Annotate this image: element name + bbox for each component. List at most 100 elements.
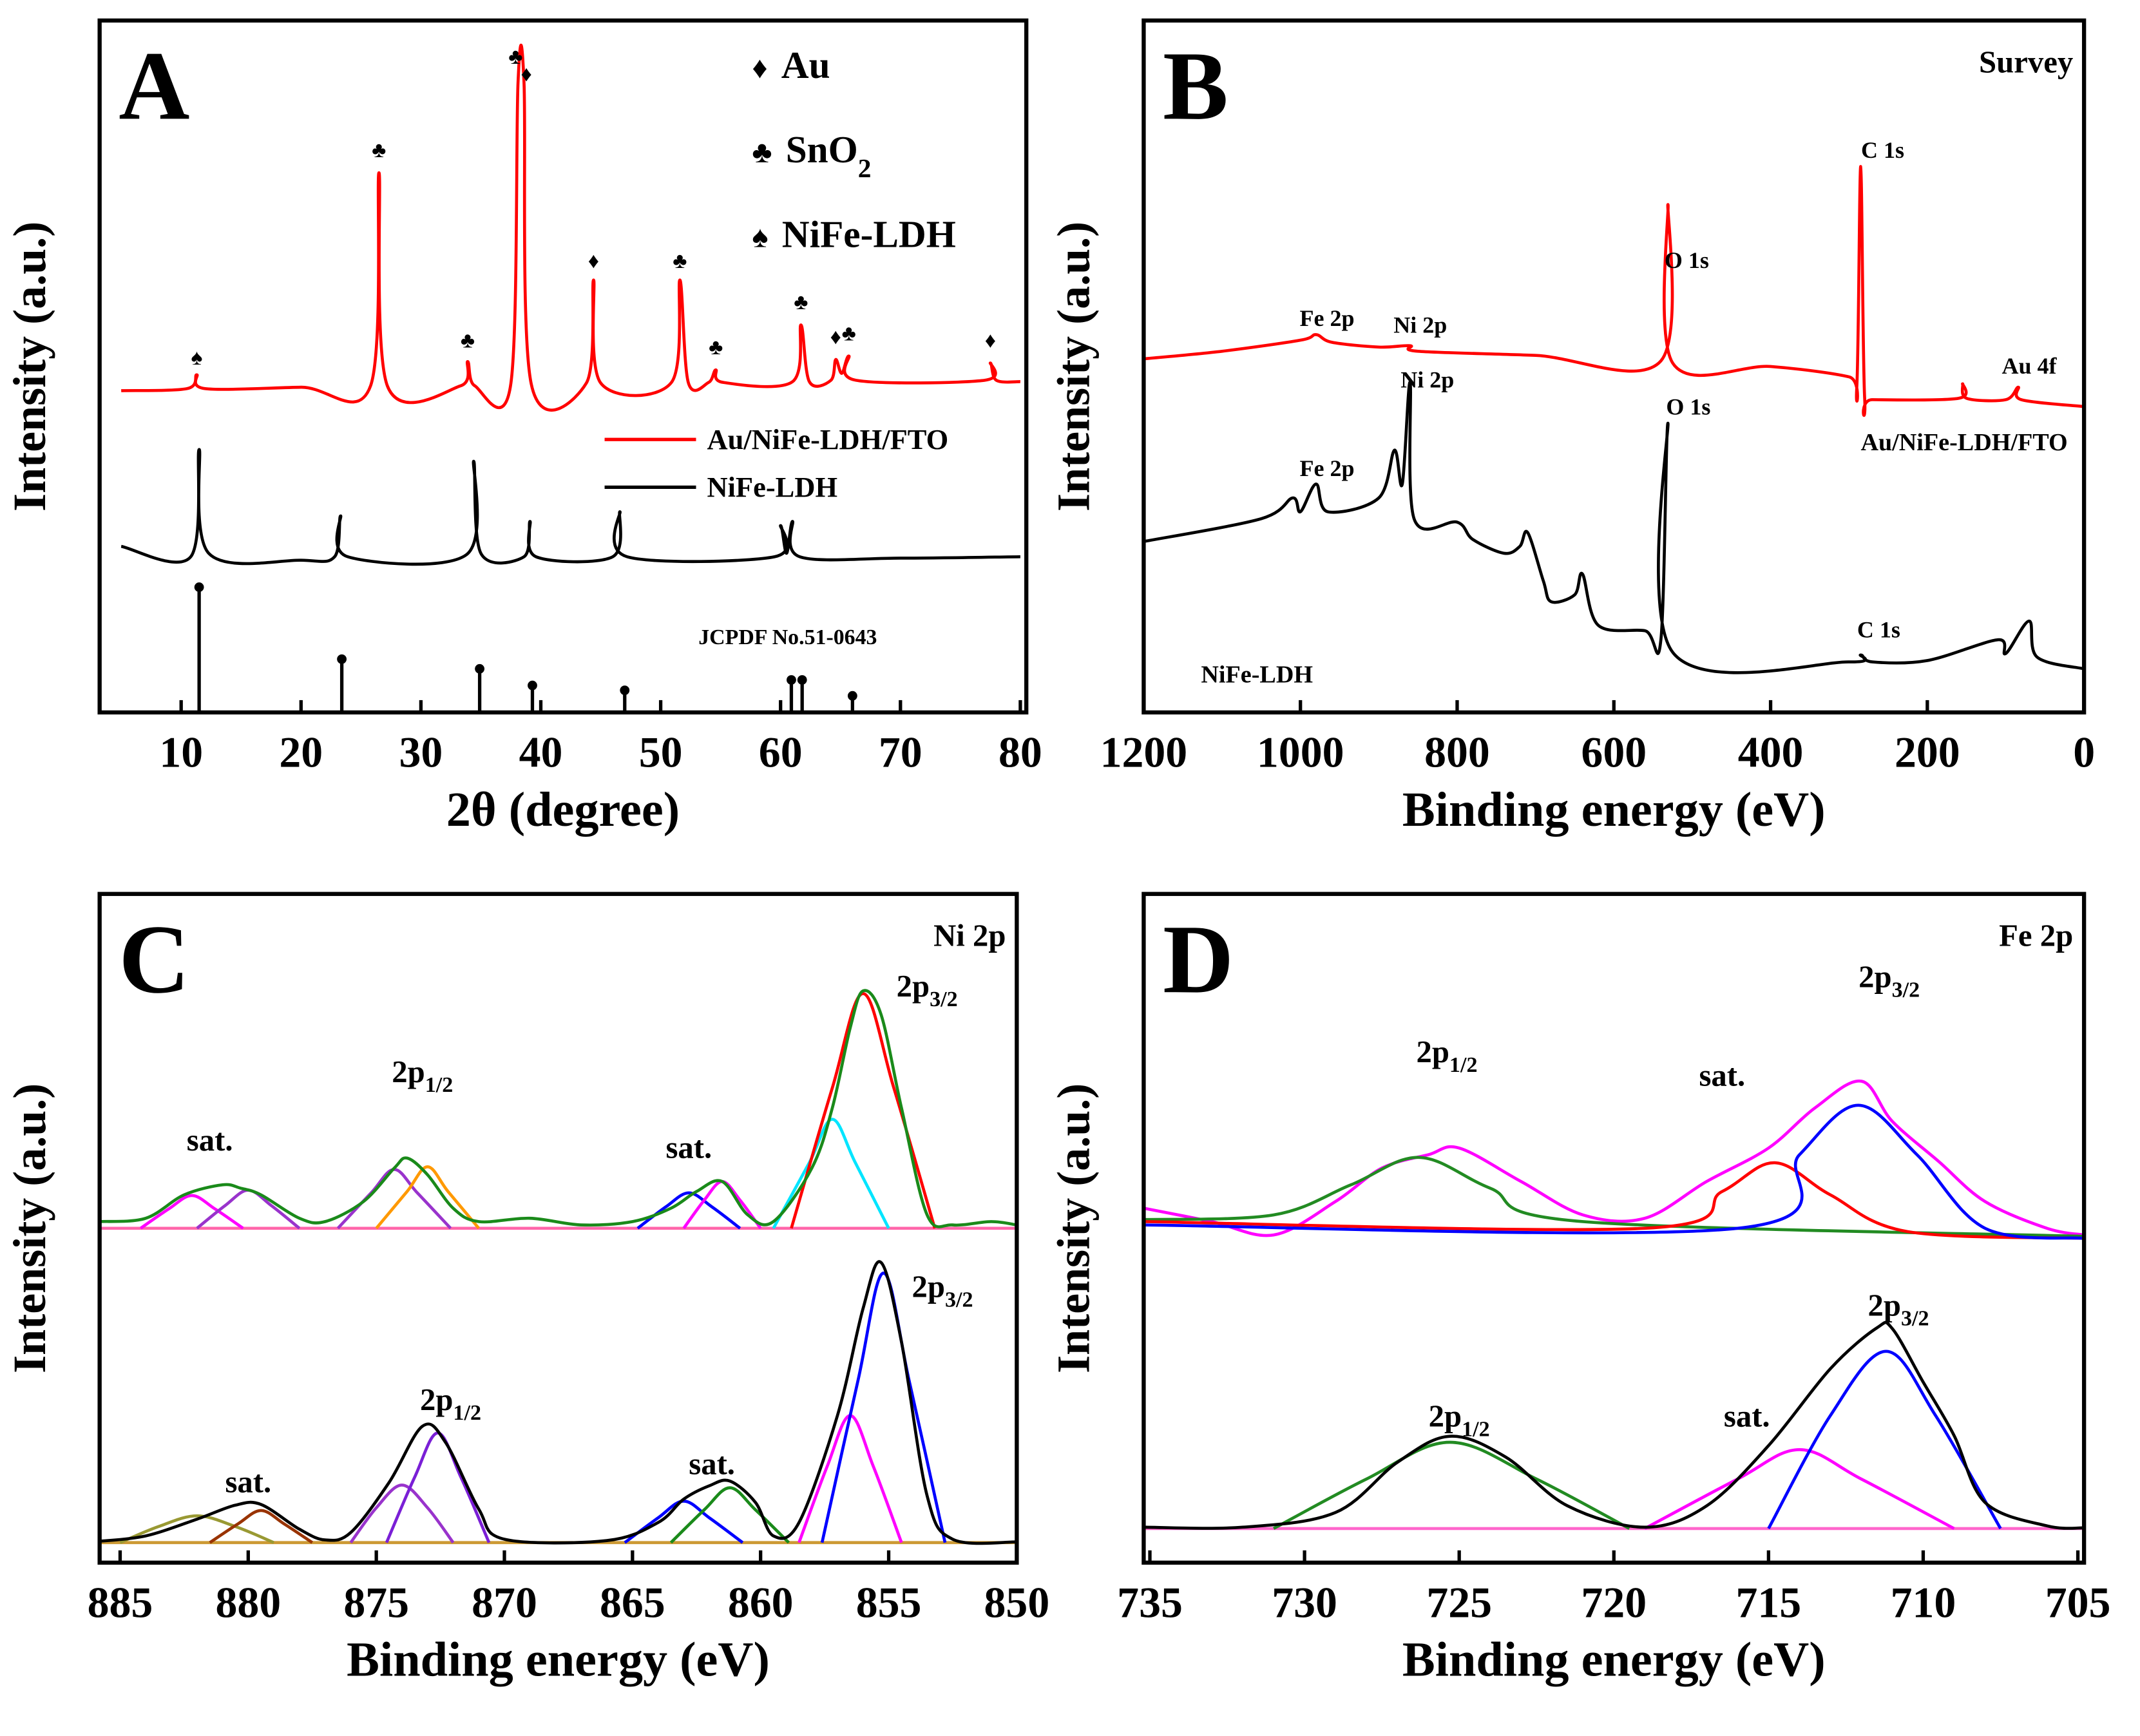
annotation-text: ♦ bbox=[588, 249, 599, 273]
annotation: ♣ bbox=[508, 45, 522, 69]
x-tick-label: 865 bbox=[600, 1579, 665, 1627]
annotation: ♠ bbox=[191, 346, 202, 370]
annotation: Ni 2p bbox=[1393, 312, 1447, 338]
x-axis-label: Binding energy (eV) bbox=[1402, 1633, 1826, 1687]
x-tick-label: 10 bbox=[159, 729, 203, 777]
annotation: sat. bbox=[1724, 1399, 1770, 1434]
x-tick-label: 800 bbox=[1424, 729, 1490, 777]
x-tick-label: 885 bbox=[88, 1579, 153, 1627]
annotation-text: 2p bbox=[897, 969, 930, 1004]
annotation: 2p3/2 bbox=[1858, 960, 1920, 1002]
corner-label: Fe 2p bbox=[1999, 918, 2073, 953]
spectrum-line bbox=[1143, 1103, 2085, 1240]
annotation-text: ♦ bbox=[521, 62, 532, 86]
spectrum-line bbox=[624, 1500, 744, 1544]
panel-label: A bbox=[119, 31, 189, 140]
x-tick-label: 720 bbox=[1581, 1579, 1647, 1627]
symbol-key: ♣ SnO2 bbox=[752, 128, 871, 183]
annotation: ♦ bbox=[830, 325, 841, 349]
x-tick-label: 705 bbox=[2045, 1579, 2111, 1627]
annotation: O 1s bbox=[1666, 394, 1710, 420]
x-tick-label: 855 bbox=[856, 1579, 922, 1627]
annotation-text: sat. bbox=[665, 1130, 712, 1165]
annotation-text: 2p bbox=[1416, 1035, 1449, 1069]
x-tick-label: 860 bbox=[728, 1579, 794, 1627]
symbol-key: ♦ Au bbox=[752, 44, 830, 86]
spectrum-line bbox=[375, 1165, 481, 1230]
annotation-text: Fe 2p bbox=[1300, 305, 1355, 331]
annotation: sat. bbox=[1699, 1058, 1745, 1092]
key-symbol: ♣ bbox=[752, 136, 772, 169]
panel: 735 730 725 720 715 710 705 Binding energy (eV)… bbox=[1048, 892, 2111, 1687]
legend-label: NiFe-LDH bbox=[707, 471, 837, 503]
annotation: JCPDF No.51-0643 bbox=[698, 625, 877, 649]
annotation-text: 2p bbox=[1858, 960, 1891, 995]
annotation: ♣ bbox=[461, 329, 475, 352]
x-tick-label: 60 bbox=[759, 729, 803, 777]
annotation-subscript: 1/2 bbox=[1462, 1418, 1490, 1442]
spectrum-line bbox=[1143, 1079, 2085, 1237]
x-tick-label: 200 bbox=[1895, 729, 1960, 777]
spectrum-line bbox=[1767, 1350, 2002, 1530]
spectrum-line bbox=[1143, 1161, 2085, 1240]
annotation: C 1s bbox=[1861, 137, 1904, 163]
reference-stick-head bbox=[797, 675, 807, 685]
annotation-text: 2p bbox=[392, 1054, 425, 1089]
annotation-text: Ni 2p bbox=[1400, 367, 1454, 393]
annotation-text: ♣ bbox=[673, 249, 687, 273]
reference-stick-head bbox=[528, 680, 537, 691]
annotation-subscript: 3/2 bbox=[930, 988, 958, 1012]
annotation-text: ♣ bbox=[508, 45, 522, 69]
annotation: 2p3/2 bbox=[1868, 1288, 1929, 1331]
x-tick-label: 30 bbox=[399, 729, 443, 777]
annotation-subscript: 3/2 bbox=[1901, 1307, 1929, 1331]
spectrum-line bbox=[1143, 165, 2085, 417]
annotation-text: Fe 2p bbox=[1300, 455, 1355, 481]
spectrum-line bbox=[99, 1260, 1017, 1545]
annotation: sat. bbox=[689, 1447, 735, 1482]
x-tick-label: 0 bbox=[2073, 729, 2095, 777]
annotation-subscript: 1/2 bbox=[1449, 1053, 1478, 1077]
panel: 1200 1000 800 600 400 200 0 Binding energy (eV)… bbox=[1048, 18, 2095, 837]
x-tick-label: 880 bbox=[215, 1579, 281, 1627]
key-label: NiFe-LDH bbox=[782, 213, 956, 256]
x-tick-label: 850 bbox=[984, 1579, 1050, 1627]
annotation-subscript: 3/2 bbox=[945, 1288, 973, 1312]
corner-label: Ni 2p bbox=[933, 918, 1006, 953]
spectrum-line bbox=[1143, 1321, 2085, 1530]
reference-stick-head bbox=[787, 675, 796, 685]
y-axis-label: Intensity (a.u.) bbox=[1048, 1083, 1100, 1373]
x-tick-label: 710 bbox=[1891, 1579, 1956, 1627]
annotation: Fe 2p bbox=[1300, 455, 1355, 481]
series-label: Au/NiFe-LDH/FTO bbox=[1860, 429, 2067, 456]
x-tick-label: 735 bbox=[1117, 1579, 1183, 1627]
plot-frame bbox=[97, 892, 1019, 1565]
x-tick-label: 1000 bbox=[1257, 729, 1344, 777]
spectrum-line bbox=[139, 1194, 244, 1230]
spectrum-line bbox=[1272, 1440, 1630, 1530]
y-axis-label: Intensity (a.u.) bbox=[1048, 222, 1100, 511]
annotation: Au 4f bbox=[2001, 353, 2057, 379]
annotation-text: ♦ bbox=[830, 325, 841, 349]
x-tick-label: 870 bbox=[472, 1579, 537, 1627]
panel-label: C bbox=[119, 904, 189, 1013]
annotation-text: 2p bbox=[1429, 1399, 1462, 1434]
key-label: SnO bbox=[786, 128, 858, 171]
annotation-text: Ni 2p bbox=[1393, 312, 1447, 338]
annotation-text: 2p bbox=[1868, 1288, 1901, 1323]
x-tick-label: 1200 bbox=[1100, 729, 1188, 777]
key-subscript: 2 bbox=[858, 153, 872, 183]
annotation: 2p1/2 bbox=[392, 1054, 453, 1097]
annotation: Fe 2p bbox=[1300, 305, 1355, 331]
annotation: ♣ bbox=[709, 336, 723, 359]
spectrum-line bbox=[349, 1483, 455, 1544]
x-tick-label: 20 bbox=[279, 729, 323, 777]
symbol-key: ♠ NiFe-LDH bbox=[752, 213, 956, 256]
corner-label: Survey bbox=[1979, 44, 2073, 79]
annotation: 2p3/2 bbox=[912, 1270, 973, 1312]
spectrum-line bbox=[820, 1272, 947, 1543]
annotation-text: JCPDF No.51-0643 bbox=[698, 625, 877, 649]
annotation-text: 2p bbox=[912, 1270, 945, 1304]
